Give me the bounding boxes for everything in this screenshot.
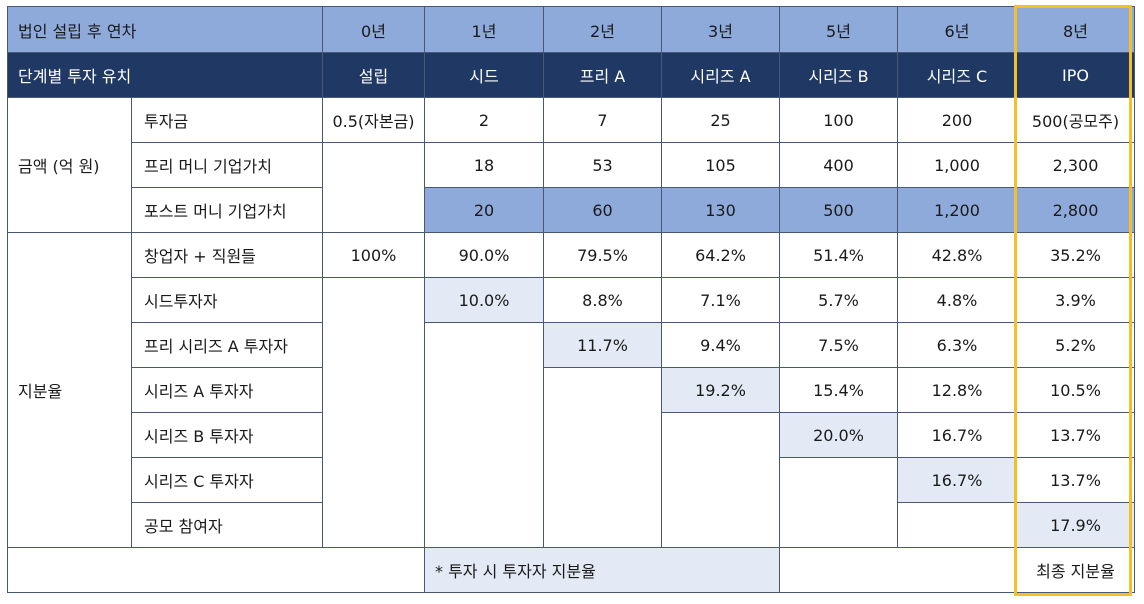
cell: 1,000	[897, 142, 1017, 188]
cell: 51.4%	[779, 232, 898, 278]
empty-cell	[897, 502, 1017, 548]
row-label: 시리즈 A 투자자	[131, 367, 323, 413]
row-label: 프리 시리즈 A 투자자	[131, 322, 323, 368]
equity-row-seed: 시드투자자 10.0% 8.8% 7.1% 5.7% 4.8% 3.9%	[8, 277, 1135, 548]
cell: 19.2%	[661, 367, 780, 413]
year-0: 0년	[322, 6, 425, 53]
final-equity-label: 최종 지분율	[1016, 547, 1135, 593]
row-label: 투자금	[131, 97, 323, 143]
stage-header-label: 단계별 투자 유치	[7, 52, 323, 98]
cell: 130	[661, 187, 780, 233]
cell: 500(공모주)	[1016, 97, 1135, 143]
cell: 5.2%	[1016, 322, 1135, 368]
cell: 12.8%	[897, 367, 1017, 413]
cell: 7	[543, 97, 662, 143]
empty-cell	[779, 457, 898, 548]
cell: 20.0%	[779, 412, 898, 458]
stage-seed: 시드	[424, 52, 544, 98]
cell: 13.7%	[1016, 412, 1135, 458]
cell: 5.7%	[779, 277, 898, 323]
cell: 10.5%	[1016, 367, 1135, 413]
year-header-label: 법인 설립 후 연차	[7, 6, 323, 53]
empty-cell	[7, 547, 425, 593]
cell: 20	[424, 187, 544, 233]
year-8: 8년	[1016, 6, 1135, 53]
cell: 10.0%	[424, 277, 544, 323]
cell: 2,300	[1016, 142, 1135, 188]
cell: 90.0%	[424, 232, 544, 278]
stage-pre-a: 프리 A	[543, 52, 662, 98]
cell: 100	[779, 97, 898, 143]
year-header-row: 법인 설립 후 연차 0년 1년 2년 3년 5년 6년 8년	[7, 6, 1135, 53]
year-5: 5년	[779, 6, 898, 53]
empty-cell	[543, 367, 662, 548]
equity-row-pre-a: 프리 시리즈 A 투자자 11.7% 9.4% 7.5% 6.3% 5.2%	[8, 322, 1135, 548]
row-label: 창업자 + 직원들	[131, 232, 323, 278]
row-label: 프리 머니 기업가치	[131, 142, 323, 188]
empty-cell	[779, 547, 1017, 593]
cell: 16.7%	[897, 457, 1017, 503]
empty-cell	[322, 142, 425, 233]
row-label: 시리즈 C 투자자	[131, 457, 323, 503]
equity-row-series-a: 시리즈 A 투자자 19.2% 15.4% 12.8% 10.5%	[8, 367, 1135, 548]
year-2: 2년	[543, 6, 662, 53]
cell: 6.3%	[897, 322, 1017, 368]
row-label: 시리즈 B 투자자	[131, 412, 323, 458]
cell: 79.5%	[543, 232, 662, 278]
cell: 4.8%	[897, 277, 1017, 323]
cell: 64.2%	[661, 232, 780, 278]
cell: 400	[779, 142, 898, 188]
equity-row-series-c: 시리즈 C 투자자 16.7% 13.7%	[8, 457, 1135, 548]
cell: 105	[661, 142, 780, 188]
empty-cell	[661, 412, 780, 548]
amount-group-label: 금액 (억 원)	[7, 97, 132, 233]
cell: 17.9%	[1016, 502, 1135, 548]
stage-header-row: 단계별 투자 유치 설립 시드 프리 A 시리즈 A 시리즈 B 시리즈 C I…	[7, 52, 1135, 98]
footer-row: * 투자 시 투자자 지분율 최종 지분율	[7, 547, 1135, 593]
pre-money-row: 프리 머니 기업가치 18 53 105 400 1,000 2,300	[8, 142, 1135, 233]
row-label: 포스트 머니 기업가치	[131, 187, 323, 233]
row-label: 시드투자자	[131, 277, 323, 323]
cell: 200	[897, 97, 1017, 143]
cell: 8.8%	[543, 277, 662, 323]
cell: 2,800	[1016, 187, 1135, 233]
cell: 18	[424, 142, 544, 188]
cell: 16.7%	[897, 412, 1017, 458]
year-3: 3년	[661, 6, 780, 53]
cell: 100%	[322, 232, 425, 278]
row-label: 공모 참여자	[131, 502, 323, 548]
cell: 7.1%	[661, 277, 780, 323]
investment-row: 금액 (억 원) 투자금 0.5(자본금) 2 7 25 100 200 500…	[7, 97, 1135, 233]
cell: 42.8%	[897, 232, 1017, 278]
cell: 3.9%	[1016, 277, 1135, 323]
stage-series-c: 시리즈 C	[897, 52, 1017, 98]
year-6: 6년	[897, 6, 1017, 53]
empty-cell	[424, 322, 544, 548]
cell: 13.7%	[1016, 457, 1135, 503]
empty-cell	[322, 277, 425, 548]
stage-ipo: IPO	[1016, 52, 1135, 98]
cell: 0.5(자본금)	[322, 97, 425, 143]
cell: 1,200	[897, 187, 1017, 233]
cell: 15.4%	[779, 367, 898, 413]
stage-founding: 설립	[322, 52, 425, 98]
cell: 35.2%	[1016, 232, 1135, 278]
equity-group-label: 지분율	[7, 232, 132, 548]
cell: 2	[424, 97, 544, 143]
footnote-investment-equity: * 투자 시 투자자 지분율	[424, 547, 780, 593]
cell: 11.7%	[543, 322, 662, 368]
year-1: 1년	[424, 6, 544, 53]
cell: 500	[779, 187, 898, 233]
stage-series-b: 시리즈 B	[779, 52, 898, 98]
stage-series-a: 시리즈 A	[661, 52, 780, 98]
cell: 25	[661, 97, 780, 143]
post-money-row: 포스트 머니 기업가치 20 60 130 500 1,200 2,800	[8, 187, 1135, 233]
equity-row-ipo: 공모 참여자 17.9%	[8, 502, 1135, 548]
cell: 7.5%	[779, 322, 898, 368]
cell: 53	[543, 142, 662, 188]
cell: 60	[543, 187, 662, 233]
investment-stage-table: 법인 설립 후 연차 0년 1년 2년 3년 5년 6년 8년 단계별 투자 유…	[7, 6, 1135, 593]
cell: 9.4%	[661, 322, 780, 368]
equity-row-founders: 지분율 창업자 + 직원들 100% 90.0% 79.5% 64.2% 51.…	[7, 232, 1135, 548]
